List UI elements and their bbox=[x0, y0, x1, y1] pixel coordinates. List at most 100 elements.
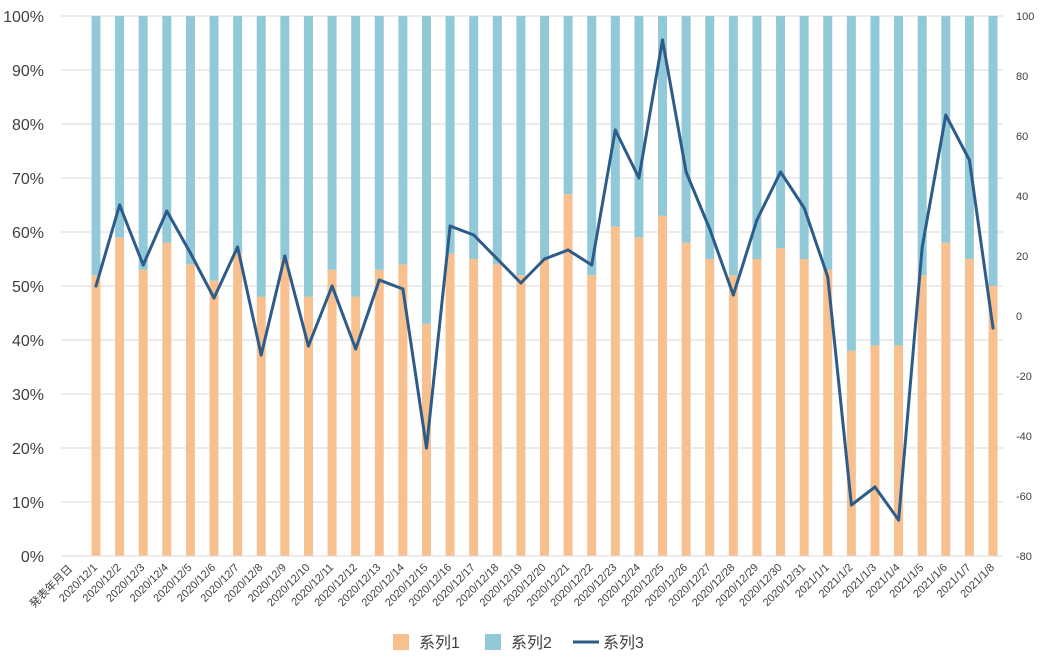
bar-series2 bbox=[91, 16, 101, 276]
line-point bbox=[448, 224, 452, 228]
bar-series1 bbox=[209, 280, 219, 556]
stacked-bars bbox=[91, 16, 998, 557]
bar-series2 bbox=[421, 16, 431, 324]
bar-series2 bbox=[445, 16, 455, 254]
bar-series2 bbox=[846, 16, 856, 351]
bar-series2 bbox=[941, 16, 951, 243]
y-right-tick-label: -60 bbox=[1016, 491, 1032, 503]
bar-series2 bbox=[398, 16, 408, 265]
line-point bbox=[873, 485, 877, 489]
bar-series1 bbox=[610, 226, 620, 556]
y-right-tick-label: 60 bbox=[1016, 131, 1028, 143]
bar-series2 bbox=[917, 16, 927, 276]
y-left-tick-label: 10% bbox=[12, 495, 44, 512]
bar-series2 bbox=[823, 16, 833, 270]
legend-swatch bbox=[393, 634, 409, 650]
line-point bbox=[424, 446, 428, 450]
y-right-tick-label: 0 bbox=[1016, 311, 1022, 323]
line-point bbox=[94, 284, 98, 288]
bar-series2 bbox=[115, 16, 125, 238]
line-point bbox=[637, 176, 641, 180]
line-point bbox=[684, 170, 688, 174]
bar-series1 bbox=[162, 242, 172, 557]
line-point bbox=[236, 245, 240, 249]
line-point bbox=[141, 263, 145, 267]
bar-series2 bbox=[138, 16, 148, 270]
bar-series1 bbox=[516, 275, 526, 556]
y-left-tick-label: 50% bbox=[12, 279, 44, 296]
line-point bbox=[755, 218, 759, 222]
y-left-tick-label: 30% bbox=[12, 387, 44, 404]
legend-label: 系列2 bbox=[511, 634, 552, 652]
line-point bbox=[401, 287, 405, 291]
line-point bbox=[472, 233, 476, 237]
bar-series1 bbox=[351, 296, 361, 556]
line-point bbox=[967, 158, 971, 162]
line-point bbox=[165, 209, 169, 213]
line-point bbox=[920, 245, 924, 249]
bar-series2 bbox=[540, 16, 549, 259]
line-point bbox=[991, 326, 995, 330]
y-left-tick-label: 80% bbox=[12, 117, 44, 134]
bar-series2 bbox=[705, 16, 715, 259]
bar-series1 bbox=[634, 237, 644, 556]
bar-series2 bbox=[681, 16, 691, 243]
bar-series1 bbox=[233, 253, 243, 556]
bar-series1 bbox=[563, 194, 573, 556]
line-point bbox=[897, 518, 901, 522]
legend-swatch bbox=[485, 634, 501, 650]
bar-series2 bbox=[870, 16, 880, 346]
line-point bbox=[377, 278, 381, 282]
bar-series1 bbox=[303, 296, 313, 556]
line-series bbox=[94, 38, 995, 522]
bar-series2 bbox=[799, 16, 809, 259]
bar-series2 bbox=[233, 16, 243, 254]
legend-label: 系列1 bbox=[419, 634, 460, 652]
bar-series2 bbox=[988, 16, 998, 286]
bar-series2 bbox=[256, 16, 266, 297]
y-right-tick-label: 40 bbox=[1016, 191, 1028, 203]
bar-series2 bbox=[492, 16, 502, 265]
y-left-tick-label: 90% bbox=[12, 63, 44, 80]
bar-series1 bbox=[540, 259, 549, 556]
bar-series2 bbox=[280, 16, 290, 259]
line-point bbox=[802, 206, 806, 210]
line-point bbox=[849, 503, 853, 507]
bar-series1 bbox=[681, 242, 691, 557]
y-right-tick-label: 80 bbox=[1016, 71, 1028, 83]
bar-series2 bbox=[303, 16, 313, 297]
bar-series2 bbox=[351, 16, 361, 297]
bar-series1 bbox=[327, 269, 337, 556]
y-left-tick-label: 20% bbox=[12, 441, 44, 458]
bar-series1 bbox=[115, 237, 125, 556]
bar-series2 bbox=[776, 16, 786, 249]
bar-series1 bbox=[988, 286, 998, 556]
line-point bbox=[306, 344, 310, 348]
line-point bbox=[543, 257, 546, 261]
bar-series2 bbox=[587, 16, 597, 276]
bar-series1 bbox=[256, 296, 266, 556]
bar-series1 bbox=[823, 269, 833, 556]
bar-series1 bbox=[492, 264, 502, 556]
bar-series1 bbox=[705, 259, 715, 556]
y-right-tick-label: -40 bbox=[1016, 431, 1032, 443]
bar-series2 bbox=[658, 16, 668, 216]
bar-series2 bbox=[728, 16, 738, 276]
y-left-tick-label: 100% bbox=[3, 9, 44, 26]
line-point bbox=[944, 113, 948, 117]
bar-series1 bbox=[917, 275, 927, 556]
line-point bbox=[613, 128, 617, 132]
gridlines bbox=[61, 15, 1003, 503]
y-right-tick-label: 100 bbox=[1016, 11, 1034, 23]
line-point bbox=[495, 257, 499, 261]
line-point bbox=[731, 293, 735, 297]
y-left-tick-label: 60% bbox=[12, 225, 44, 242]
bar-series2 bbox=[327, 16, 337, 270]
y-left-tick-label: 0% bbox=[21, 549, 44, 566]
bar-series1 bbox=[799, 259, 809, 556]
line-point bbox=[259, 353, 263, 357]
line-point bbox=[330, 284, 334, 288]
line-point bbox=[354, 347, 358, 351]
bar-series1 bbox=[846, 350, 856, 556]
